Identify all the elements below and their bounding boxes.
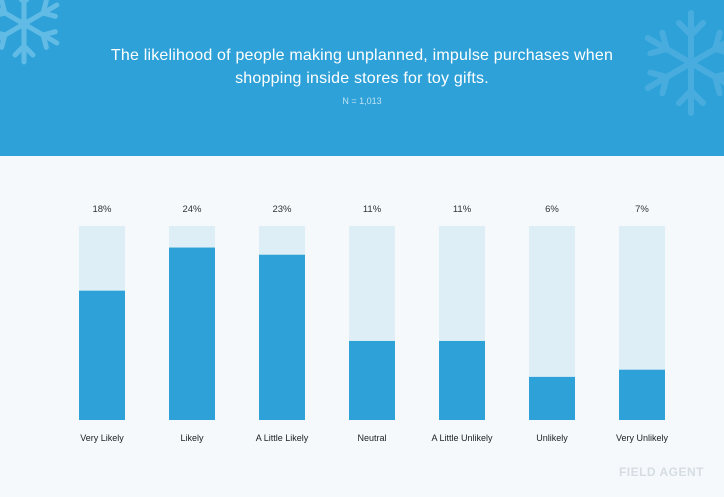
bar-chart: 18% Very Likely 24% Likely 23% A Little Likel… [79,204,669,443]
bar [259,254,305,420]
category-label: Very Unlikely [616,433,669,443]
bar [529,376,575,420]
data-label: 18% [92,204,112,215]
data-label: 11% [363,204,382,215]
bar [79,290,125,420]
category-label: Neutral [357,433,386,443]
category-label: Very Likely [80,433,124,443]
data-label: 23% [272,204,292,215]
data-label: 11% [453,204,472,215]
data-label: 6% [545,204,559,215]
category-label: A Little Unlikely [431,433,493,443]
sample-size: N = 1,013 [342,96,382,106]
chart-area: 18% Very Likely 24% Likely 23% A Little Likel… [0,156,724,497]
snowflake-icon [0,0,60,65]
chart-title: The likelihood of people making unplanne… [110,47,614,87]
bar [619,369,665,420]
snowflake-icon [644,10,724,116]
brand-watermark: FIELD AGENT [618,465,704,479]
category-label: Unlikely [536,433,568,443]
bar [169,247,215,420]
bar [439,340,485,420]
data-label: 7% [635,204,649,215]
category-label: A Little Likely [256,433,309,443]
data-label: 24% [182,204,202,215]
bar [349,340,395,420]
category-label: Likely [180,433,204,443]
chart-header: The likelihood of people making unplanne… [0,0,724,156]
